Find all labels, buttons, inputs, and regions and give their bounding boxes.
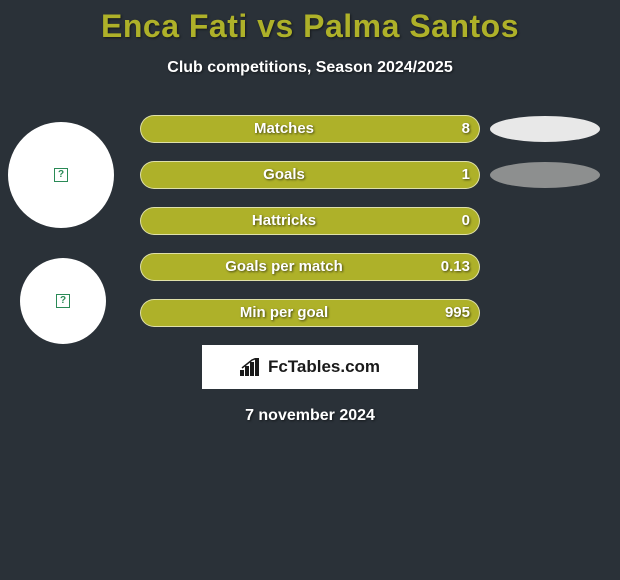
stat-bar: Goals1	[140, 161, 480, 189]
page-subtitle: Club competitions, Season 2024/2025	[0, 59, 620, 77]
stat-bar-fill	[140, 161, 480, 189]
stat-bar-fill	[140, 253, 480, 281]
stat-bar: Goals per match0.13	[140, 253, 480, 281]
stat-bar: Matches8	[140, 115, 480, 143]
brand-text: FcTables.com	[268, 357, 380, 377]
image-placeholder-icon: ?	[54, 168, 68, 182]
footer-date: 7 november 2024	[0, 407, 620, 425]
stat-bar: Min per goal995	[140, 299, 480, 327]
player2-avatar: ?	[20, 258, 106, 344]
chart-icon	[240, 358, 262, 376]
stat-bar-fill	[140, 207, 480, 235]
player1-avatar: ?	[8, 122, 114, 228]
stat-bar-fill	[140, 299, 480, 327]
stat-bar-fill	[140, 115, 480, 143]
image-placeholder-icon: ?	[56, 294, 70, 308]
brand-box: FcTables.com	[202, 345, 418, 389]
stat-bar: Hattricks0	[140, 207, 480, 235]
comparison-blob	[490, 116, 600, 142]
comparison-blob	[490, 162, 600, 188]
page-title: Enca Fati vs Palma Santos	[0, 0, 620, 45]
